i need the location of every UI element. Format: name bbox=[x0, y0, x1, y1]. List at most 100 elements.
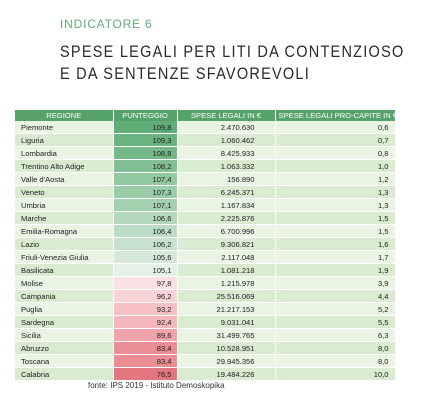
column-header-region: REGIONE bbox=[15, 110, 114, 121]
spend-cell: 1.167.834 bbox=[177, 198, 276, 212]
score-cell: 108,2 bbox=[113, 159, 178, 173]
percapita-cell: 1,2 bbox=[275, 172, 396, 186]
percapita-cell: 4,4 bbox=[275, 289, 396, 303]
region-cell: Molise bbox=[15, 276, 114, 290]
spend-cell: 8.425.933 bbox=[177, 146, 276, 160]
spend-cell: 31.499.765 bbox=[177, 328, 276, 342]
percapita-cell: 1,6 bbox=[275, 237, 396, 251]
score-cell: 76,5 bbox=[113, 367, 178, 381]
spend-cell: 25.516.069 bbox=[177, 289, 276, 303]
region-cell: Valle d'Aosta bbox=[15, 172, 114, 186]
title-line-2: E DA SENTENZE SFAVOREVOLI bbox=[60, 65, 311, 83]
percapita-cell: 5,5 bbox=[275, 315, 396, 329]
table-row: Emilia-Romagna 106,4 6.700.996 1,5 bbox=[15, 224, 396, 238]
spend-cell: 9.306.821 bbox=[177, 237, 276, 251]
table-row: Piemonte 109,8 2.470.630 0,6 bbox=[15, 121, 396, 134]
percapita-cell: 0,8 bbox=[275, 146, 396, 160]
spend-cell: 21.217.153 bbox=[177, 302, 276, 316]
percapita-cell: 8,0 bbox=[275, 354, 396, 368]
percapita-cell: 5,2 bbox=[275, 302, 396, 316]
score-cell: 107,1 bbox=[113, 198, 178, 212]
region-cell: Sardegna bbox=[15, 315, 114, 329]
spend-cell: 156.890 bbox=[177, 172, 276, 186]
region-cell: Trentino Alto Adige bbox=[15, 159, 114, 173]
region-cell: Abruzzo bbox=[15, 341, 114, 355]
region-cell: Emilia-Romagna bbox=[15, 224, 114, 238]
title-line-1: SPESE LEGALI PER LITI DA CONTENZIOSO bbox=[60, 43, 405, 61]
percapita-cell: 0,6 bbox=[275, 121, 396, 134]
table-header-row: REGIONE PUNTEGGIO SPESE LEGALI IN € SPES… bbox=[15, 110, 397, 121]
score-cell: 106,4 bbox=[113, 224, 178, 238]
percapita-cell: 1,5 bbox=[275, 224, 396, 238]
spend-cell: 6.700.996 bbox=[177, 224, 276, 238]
indicator-label: INDICATORE 6 bbox=[60, 17, 153, 31]
score-cell: 96,2 bbox=[113, 289, 178, 303]
score-cell: 107,3 bbox=[113, 185, 178, 199]
spend-cell: 9.031.041 bbox=[177, 315, 276, 329]
spend-cell: 2.225.876 bbox=[177, 211, 276, 225]
score-cell: 93,2 bbox=[113, 302, 178, 316]
score-cell: 107,4 bbox=[113, 172, 178, 186]
table-row: Campania 96,2 25.516.069 4,4 bbox=[15, 289, 396, 303]
region-cell: Puglia bbox=[15, 302, 114, 316]
page-title: SPESE LEGALI PER LITI DA CONTENZIOSO E D… bbox=[60, 41, 405, 85]
score-cell: 97,8 bbox=[113, 276, 178, 290]
percapita-cell: 1,3 bbox=[275, 185, 396, 199]
table-row: Marche 106,6 2.225.876 1,5 bbox=[15, 211, 396, 225]
region-cell: Basilicata bbox=[15, 263, 114, 277]
spend-cell: 29.945.356 bbox=[177, 354, 276, 368]
table-row: Calabria 76,5 19.484.226 10,0 bbox=[15, 367, 396, 381]
spend-cell: 6.245.371 bbox=[177, 185, 276, 199]
table-row: Basilicata 105,1 1.081.218 1,9 bbox=[15, 263, 396, 277]
percapita-cell: 6,3 bbox=[275, 328, 396, 342]
region-cell: Sicilia bbox=[15, 328, 114, 342]
source-note: fonte: IPS 2019 - Istituto Demoskopika bbox=[88, 381, 225, 390]
score-cell: 109,3 bbox=[113, 133, 178, 147]
score-cell: 105,1 bbox=[113, 263, 178, 277]
table-row: Lazio 106,2 9.306.821 1,6 bbox=[15, 237, 396, 251]
score-cell: 83,4 bbox=[113, 341, 178, 355]
spend-cell: 2.117.048 bbox=[177, 250, 276, 264]
table-row: Molise 97,8 1.215.978 3,9 bbox=[15, 276, 396, 290]
regions-table: REGIONE PUNTEGGIO SPESE LEGALI IN € SPES… bbox=[15, 110, 397, 381]
score-cell: 83,4 bbox=[113, 354, 178, 368]
percapita-cell: 0,7 bbox=[275, 133, 396, 147]
score-cell: 89,6 bbox=[113, 328, 178, 342]
percapita-cell: 1,0 bbox=[275, 159, 396, 173]
region-cell: Marche bbox=[15, 211, 114, 225]
table-row: Sardegna 92,4 9.031.041 5,5 bbox=[15, 315, 396, 329]
score-cell: 106,2 bbox=[113, 237, 178, 251]
table-row: Liguria 109,3 1.060.462 0,7 bbox=[15, 133, 396, 147]
region-cell: Lazio bbox=[15, 237, 114, 251]
percapita-cell: 1,7 bbox=[275, 250, 396, 264]
percapita-cell: 8,0 bbox=[275, 341, 396, 355]
column-header-score: PUNTEGGIO bbox=[113, 110, 178, 121]
spend-cell: 1.081.218 bbox=[177, 263, 276, 277]
score-cell: 105,6 bbox=[113, 250, 178, 264]
region-cell: Toscana bbox=[15, 354, 114, 368]
table-row: Toscana 83,4 29.945.356 8,0 bbox=[15, 354, 396, 368]
score-cell: 109,8 bbox=[113, 121, 178, 134]
table-row: Sicilia 89,6 31.499.765 6,3 bbox=[15, 328, 396, 342]
region-cell: Umbria bbox=[15, 198, 114, 212]
table-row: Abruzzo 83,4 10.528.951 8,0 bbox=[15, 341, 396, 355]
spend-cell: 1.063.332 bbox=[177, 159, 276, 173]
percapita-cell: 3,9 bbox=[275, 276, 396, 290]
region-cell: Calabria bbox=[15, 367, 114, 381]
region-cell: Liguria bbox=[15, 133, 114, 147]
spend-cell: 19.484.226 bbox=[177, 367, 276, 381]
table-row: Lombardia 108,8 8.425.933 0,8 bbox=[15, 146, 396, 160]
table-row: Veneto 107,3 6.245.371 1,3 bbox=[15, 185, 396, 199]
spend-cell: 2.470.630 bbox=[177, 121, 276, 134]
score-cell: 108,8 bbox=[113, 146, 178, 160]
percapita-cell: 1,5 bbox=[275, 211, 396, 225]
table-row: Umbria 107,1 1.167.834 1,3 bbox=[15, 198, 396, 212]
region-cell: Friuli-Venezia Giulia bbox=[15, 250, 114, 264]
region-cell: Piemonte bbox=[15, 121, 114, 134]
column-header-spend: SPESE LEGALI IN € bbox=[177, 110, 276, 121]
region-cell: Campania bbox=[15, 289, 114, 303]
spend-cell: 1.060.462 bbox=[177, 133, 276, 147]
table-row: Trentino Alto Adige 108,2 1.063.332 1,0 bbox=[15, 159, 396, 173]
table-row: Puglia 93,2 21.217.153 5,2 bbox=[15, 302, 396, 316]
score-cell: 92,4 bbox=[113, 315, 178, 329]
